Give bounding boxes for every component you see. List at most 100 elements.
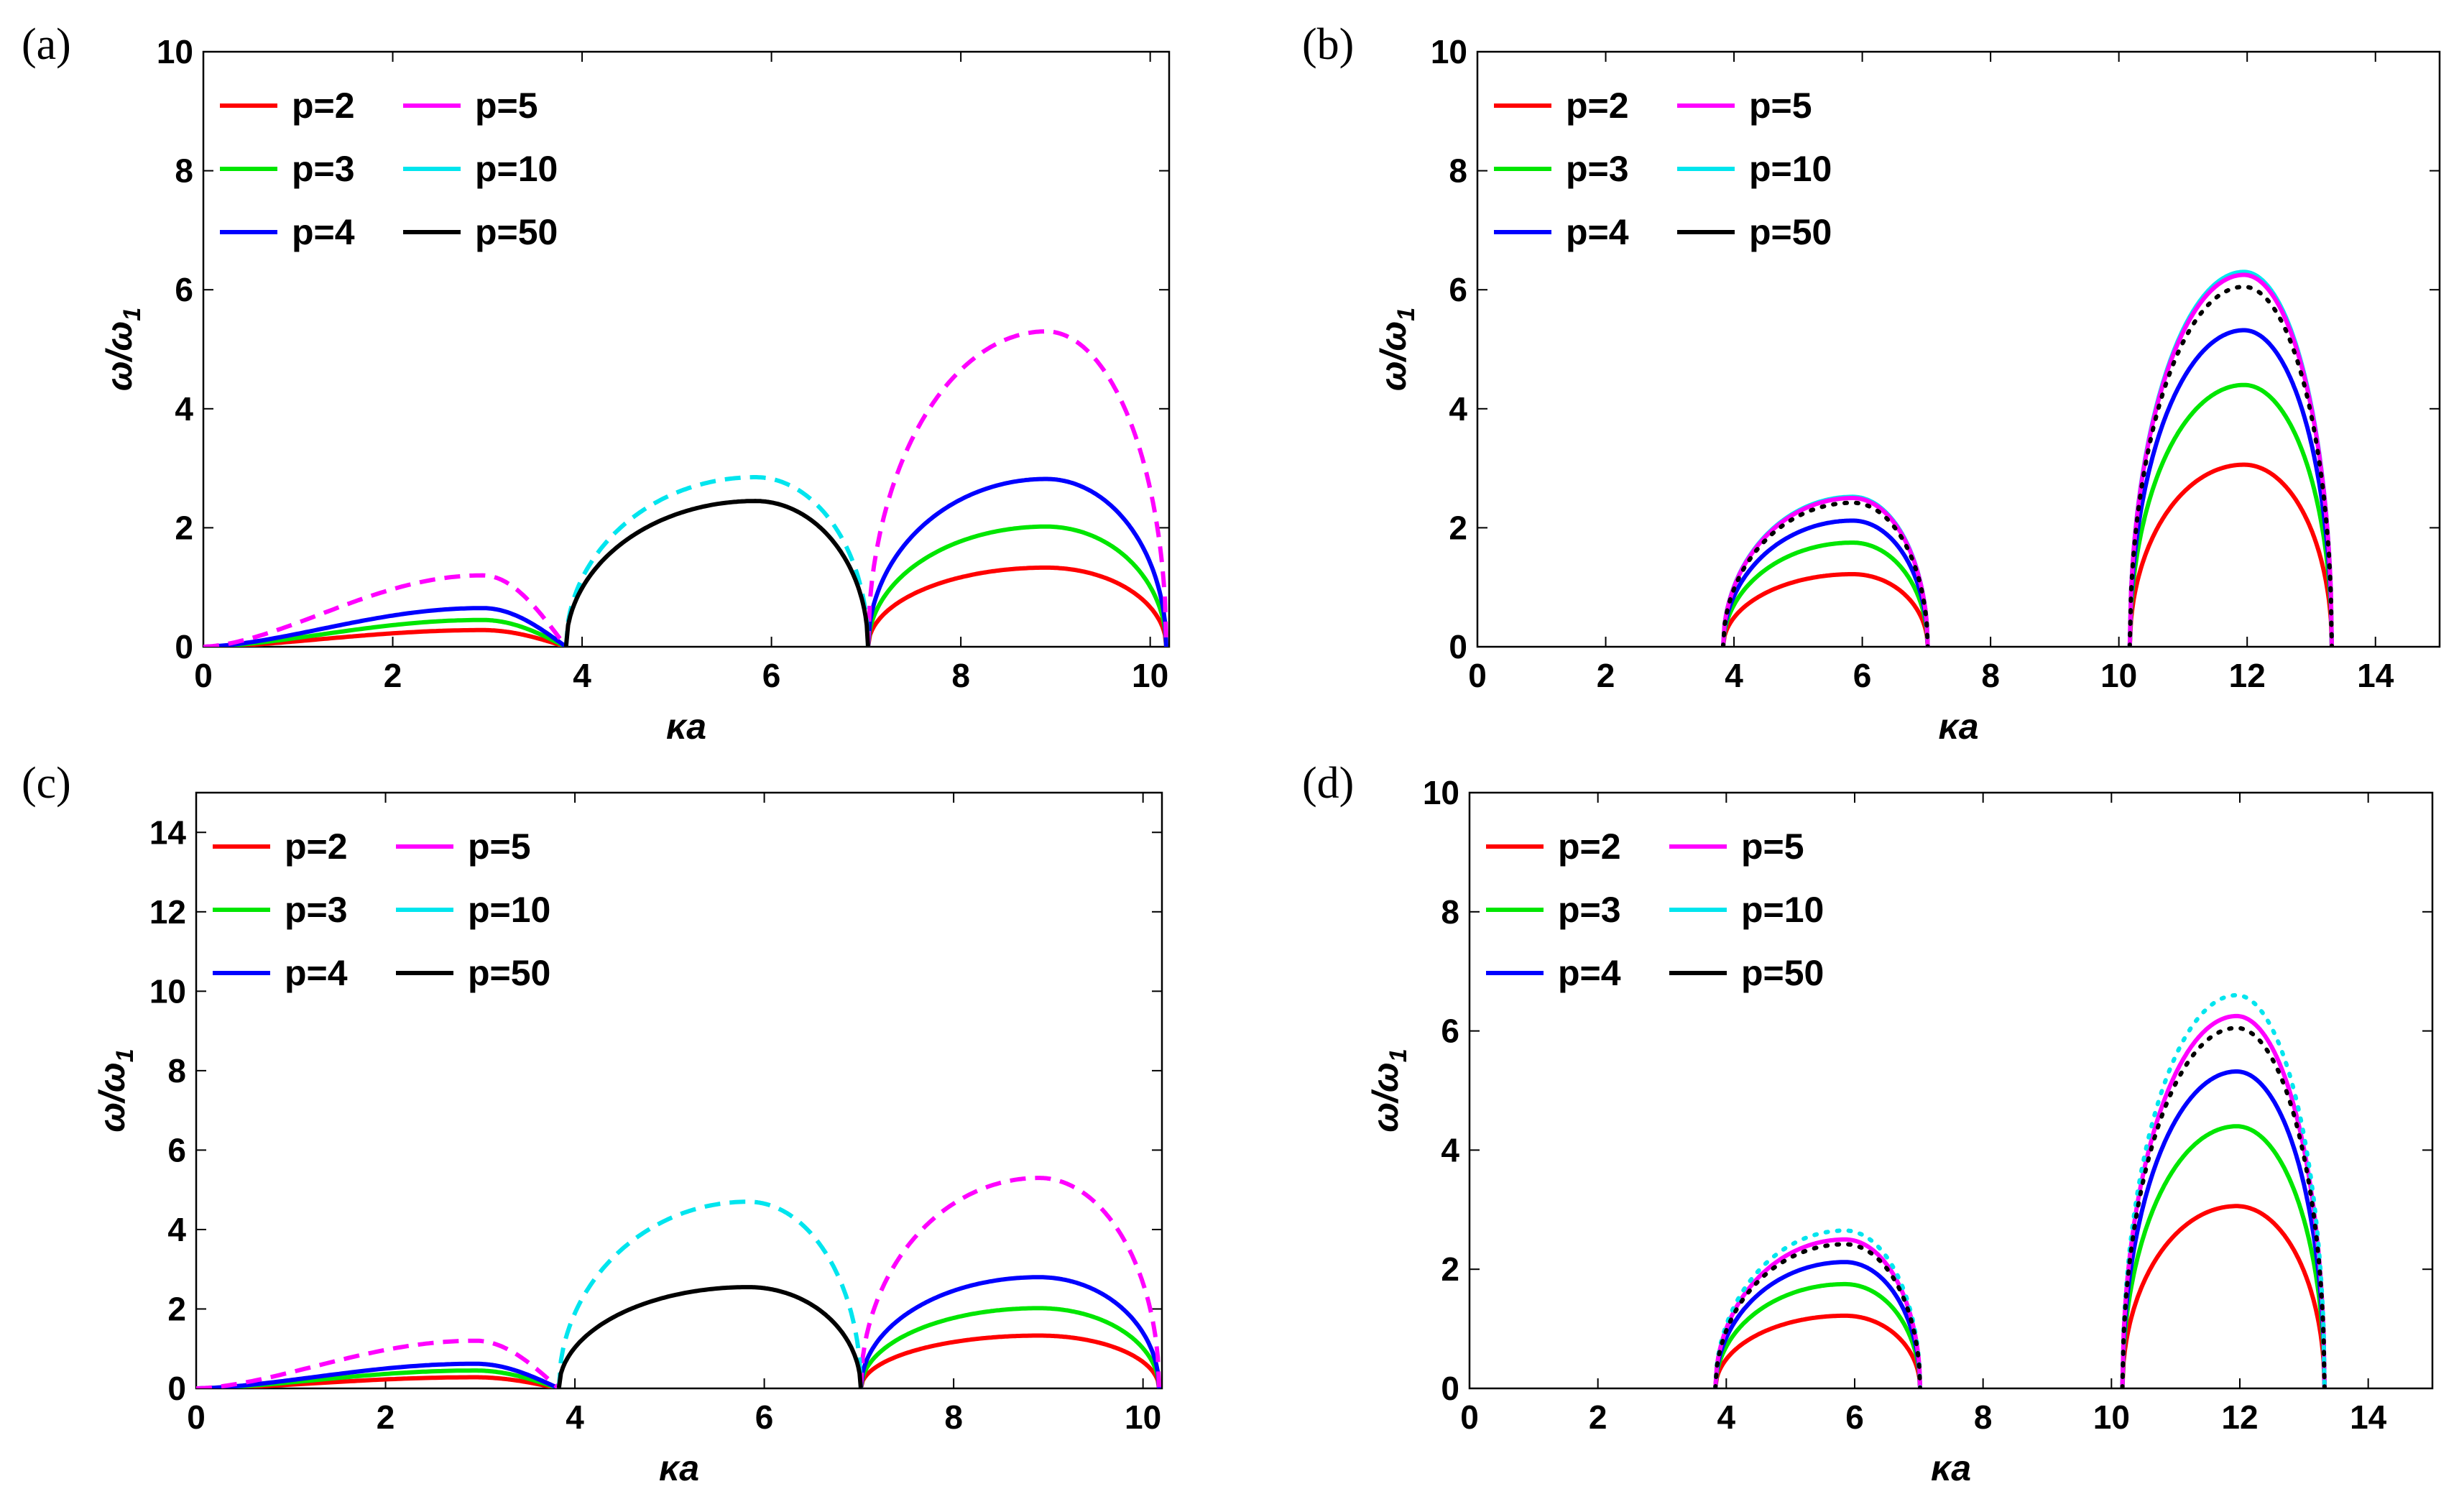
legend-label: p=50 <box>475 212 558 252</box>
series-group <box>1713 992 2327 1388</box>
y-tick-label: 10 <box>1423 774 1459 811</box>
y-axis-title: ω/ω1 <box>92 1048 139 1132</box>
y-axis-title: ω/ω1 <box>1365 1048 1412 1132</box>
legend-label: p=2 <box>292 86 355 126</box>
series-group <box>196 1176 1161 1388</box>
series-line <box>1720 500 1930 647</box>
x-tick-label: 2 <box>1597 657 1615 694</box>
x-tick-label: 10 <box>2093 1398 2130 1436</box>
y-tick-label: 6 <box>1449 271 1467 308</box>
legend-label: p=3 <box>1558 890 1621 930</box>
y-tick-label: 0 <box>175 628 193 665</box>
x-tick-label: 14 <box>2357 657 2394 694</box>
legend-label: p=10 <box>1749 149 1832 189</box>
x-tick-label: 12 <box>2229 657 2266 694</box>
series-line <box>1720 496 1930 647</box>
y-tick-label: 4 <box>1441 1131 1459 1168</box>
series-line <box>1720 518 1930 647</box>
x-tick-label: 4 <box>1717 1398 1736 1436</box>
y-tick-label: 6 <box>1441 1013 1459 1050</box>
x-axis-title: κa <box>666 706 706 747</box>
series-line <box>2127 382 2334 647</box>
legend-label: p=50 <box>468 953 550 993</box>
legend-label: p=2 <box>1566 86 1629 126</box>
legend-label: p=2 <box>285 826 348 867</box>
x-tick-label: 0 <box>187 1398 206 1436</box>
legend-label: p=50 <box>1749 212 1832 252</box>
y-tick-label: 8 <box>1449 152 1467 190</box>
legend-label: p=4 <box>292 212 355 252</box>
x-tick-label: 2 <box>1589 1398 1607 1436</box>
legend-label: p=4 <box>1558 953 1621 993</box>
plot-frame <box>202 50 1171 648</box>
plot-area: 0 2 4 6 8 10 12 14 0 2 4 6 8 10 κa ω/ω1 p=2 p=3 p=4 p=5 p=10… <box>1365 774 2434 1488</box>
y-tick-label: 2 <box>1441 1250 1459 1288</box>
series-line <box>203 627 567 647</box>
series-line <box>866 476 1168 647</box>
y-tick-label: 2 <box>1449 509 1467 546</box>
series-line <box>2127 272 2334 647</box>
x-axis-title: κa <box>659 1448 699 1488</box>
legend-label: p=10 <box>1741 890 1824 930</box>
series-line <box>1720 540 1930 647</box>
series-line <box>2120 1204 2327 1388</box>
plot-area: 0 2 4 6 8 10 12 14 0 2 4 6 8 10 κa ω/ω1 p=2 p=3 p=4 p=5 p=10… <box>1373 33 2441 747</box>
series-line <box>196 1338 560 1388</box>
series-line <box>1720 494 1930 647</box>
panel-c: (c) 0 2 4 6 8 10 0 2 4 6 8 10 12 14 κa ω/ω1 p=2 p=3 p=4 p=5… <box>22 759 1163 1488</box>
legend-label: p=5 <box>1741 826 1804 867</box>
x-axis-title: κa <box>1938 706 1978 747</box>
y-tick-label: 0 <box>1441 1370 1459 1407</box>
y-tick-label: 2 <box>167 1290 186 1327</box>
series-line <box>196 1361 560 1388</box>
series-line <box>866 524 1168 647</box>
y-axis-title: ω/ω1 <box>1373 308 1420 391</box>
series-line <box>859 1333 1161 1388</box>
series-line <box>2120 992 2327 1388</box>
series-line <box>1713 1237 1923 1388</box>
legend-label: p=4 <box>285 953 348 993</box>
series-line <box>859 1275 1161 1388</box>
x-tick-label: 0 <box>194 657 213 694</box>
series-line <box>1713 1228 1923 1388</box>
panel-d: (d) 0 2 4 6 8 10 12 14 0 2 4 6 8 10 κa ω/ω1 p=2 p=3 p=4 p=5… <box>1302 759 2434 1488</box>
y-axis-title: ω/ω1 <box>99 308 146 391</box>
x-tick-label: 6 <box>1845 1398 1864 1436</box>
series-line <box>2120 1013 2327 1388</box>
x-tick-label: 4 <box>1725 657 1743 694</box>
panel-a: (a) 0 2 4 6 8 10 0 2 4 6 8 10 κa ω/ω1 p=2 p=3 p=4 p=5 p=10… <box>22 20 1171 747</box>
x-tick-label: 10 <box>2100 657 2137 694</box>
panel-label: (a) <box>22 20 71 69</box>
series-line <box>2127 269 2334 647</box>
y-tick-label: 0 <box>167 1370 186 1407</box>
y-tick-label: 4 <box>1449 390 1467 428</box>
x-tick-label: 0 <box>1468 657 1487 694</box>
legend-label: p=5 <box>468 826 531 867</box>
x-tick-label: 8 <box>1981 657 2000 694</box>
x-tick-label: 8 <box>944 1398 963 1436</box>
y-tick-label: 6 <box>175 271 193 308</box>
x-axis-title: κa <box>1931 1448 1971 1488</box>
legend-label: p=10 <box>475 149 558 189</box>
legend-label: p=5 <box>475 86 538 126</box>
y-tick-label: 10 <box>1431 33 1467 70</box>
series-line <box>1713 1260 1923 1388</box>
plot-area: 0 2 4 6 8 10 0 2 4 6 8 10 κa ω/ω1 p=2 p=3 p=4 p=5 p=10 p=50 <box>99 33 1171 747</box>
x-tick-label: 0 <box>1460 1398 1479 1436</box>
y-tick-label: 6 <box>167 1131 186 1168</box>
x-tick-label: 12 <box>2221 1398 2258 1436</box>
x-tick-label: 2 <box>384 657 402 694</box>
legend-label: p=3 <box>292 149 355 189</box>
legend-label: p=2 <box>1558 826 1621 867</box>
y-tick-label: 12 <box>149 893 186 931</box>
x-tick-label: 6 <box>755 1398 774 1436</box>
series-line <box>196 1368 560 1388</box>
plot-frame <box>1476 50 2441 648</box>
x-tick-label: 10 <box>1125 1398 1161 1436</box>
series-line <box>1713 1313 1923 1388</box>
plot-area: 0 2 4 6 8 10 0 2 4 6 8 10 12 14 κa ω/ω1 p=2 p=3 p=4 p=5 p=10… <box>92 791 1163 1488</box>
x-tick-label: 4 <box>566 1398 584 1436</box>
series-line <box>1713 1281 1923 1388</box>
x-tick-label: 10 <box>1132 657 1168 694</box>
